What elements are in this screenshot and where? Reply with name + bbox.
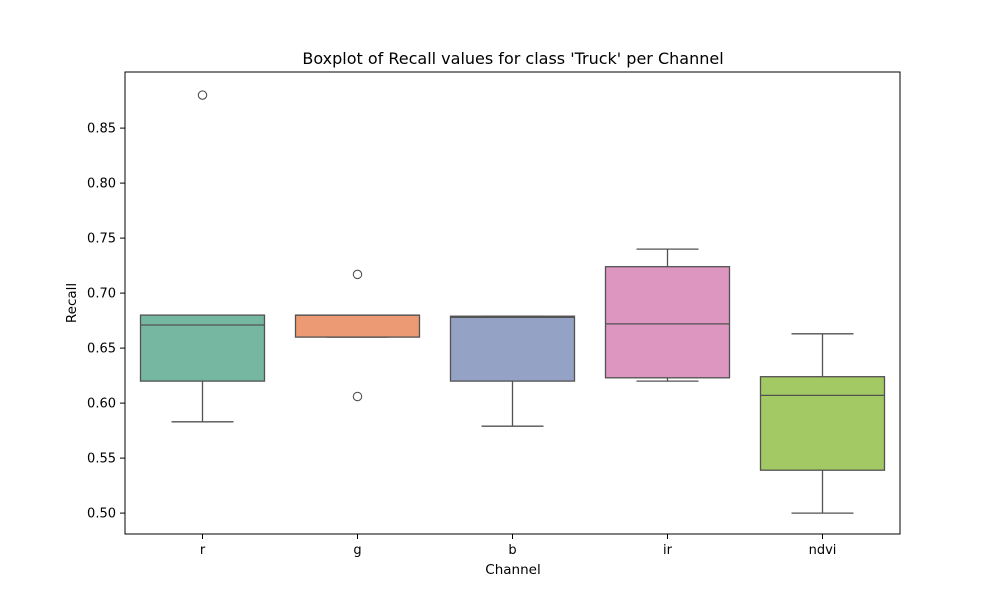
- plot-frame: [124, 71, 901, 535]
- x-tick-label: ndvi: [809, 543, 837, 558]
- box-body: [294, 314, 421, 338]
- x-axis-title: Channel: [485, 562, 540, 578]
- box-ndvi: [759, 333, 886, 514]
- y-tick-label: 0.55: [87, 452, 116, 467]
- box-g: [294, 269, 421, 402]
- box-r: [139, 90, 266, 423]
- x-tick-label: ir: [663, 543, 673, 558]
- box-b: [449, 315, 576, 427]
- box-series: [139, 90, 886, 514]
- y-axis: 0.50 0.55 0.60 0.65 0.70 0.75 0.80 0.85: [87, 122, 125, 522]
- y-tick-label: 0.65: [87, 342, 116, 357]
- x-tick-label: r: [200, 543, 206, 558]
- outlier-point: [352, 269, 363, 280]
- y-tick-label: 0.60: [87, 397, 116, 412]
- x-axis: r g b ir ndvi: [200, 534, 837, 558]
- box-body: [449, 315, 576, 382]
- outlier-point: [352, 391, 363, 402]
- y-axis-title: Recall: [64, 283, 80, 323]
- box-body: [139, 314, 266, 382]
- outlier-point: [197, 90, 208, 100]
- box-ir: [604, 248, 731, 382]
- y-tick-label: 0.80: [87, 177, 116, 192]
- y-tick-label: 0.70: [87, 287, 116, 302]
- y-tick-label: 0.75: [87, 232, 116, 247]
- y-tick-label: 0.50: [87, 507, 116, 522]
- x-tick-label: b: [508, 543, 516, 558]
- box-body: [604, 266, 731, 379]
- box-body: [759, 376, 886, 471]
- y-tick-label: 0.85: [87, 122, 116, 137]
- chart-title: Boxplot of Recall values for class 'Truc…: [302, 49, 723, 68]
- x-tick-label: g: [353, 543, 361, 558]
